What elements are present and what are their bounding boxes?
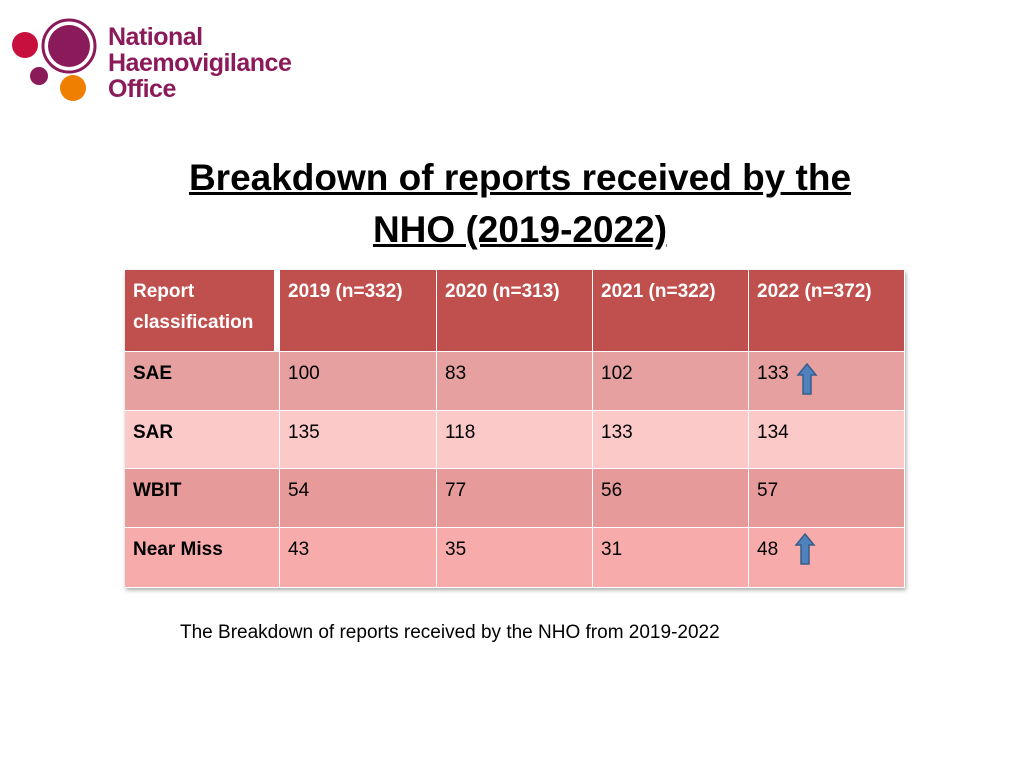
caption: The Breakdown of reports received by the… <box>180 622 720 643</box>
data-cell: 48 <box>749 528 905 588</box>
title: Breakdown of reports received by the NHO… <box>0 152 1024 256</box>
data-cell: 134 <box>749 411 905 469</box>
logo-mark <box>12 18 97 101</box>
header-cell: 2022 (n=372) <box>749 270 905 352</box>
data-cell: 43 <box>280 528 437 588</box>
data-cell: 100 <box>280 352 437 411</box>
header-cell: 2020 (n=313) <box>437 270 593 352</box>
logo-text: National Haemovigilance Office <box>108 23 292 103</box>
logo-line: National <box>108 23 203 51</box>
logo-line: Office <box>108 75 176 103</box>
data-cell: 133 <box>749 352 905 411</box>
data-cell: 118 <box>437 411 593 469</box>
data-cell: 102 <box>593 352 749 411</box>
data-cell: 83 <box>437 352 593 411</box>
data-cell: 56 <box>593 469 749 528</box>
data-cell: 135 <box>280 411 437 469</box>
title-line: Breakdown of reports received by the <box>188 157 852 198</box>
logo-line: Haemovigilance <box>108 49 292 77</box>
header-cell: 2021 (n=322) <box>593 270 749 352</box>
data-cell: 31 <box>593 528 749 588</box>
up-arrow <box>794 532 816 565</box>
data-cell: 35 <box>437 528 593 588</box>
title-line: NHO (2019-2022) <box>372 209 668 250</box>
data-cell: 57 <box>749 469 905 528</box>
header-cell: 2019 (n=332) <box>280 270 437 352</box>
row-label: SAE <box>125 352 280 411</box>
row-label: WBIT <box>125 469 280 528</box>
up-arrow <box>796 362 818 395</box>
data-cell: 133 <box>593 411 749 469</box>
data-cell: 77 <box>437 469 593 528</box>
header-cell: Report classification <box>125 270 275 352</box>
table: Report classification 2019 (n=332) 2020 (n… <box>125 270 905 588</box>
row-label: SAR <box>125 411 280 469</box>
row-label: Near Miss <box>125 528 280 588</box>
data-cell: 54 <box>280 469 437 528</box>
